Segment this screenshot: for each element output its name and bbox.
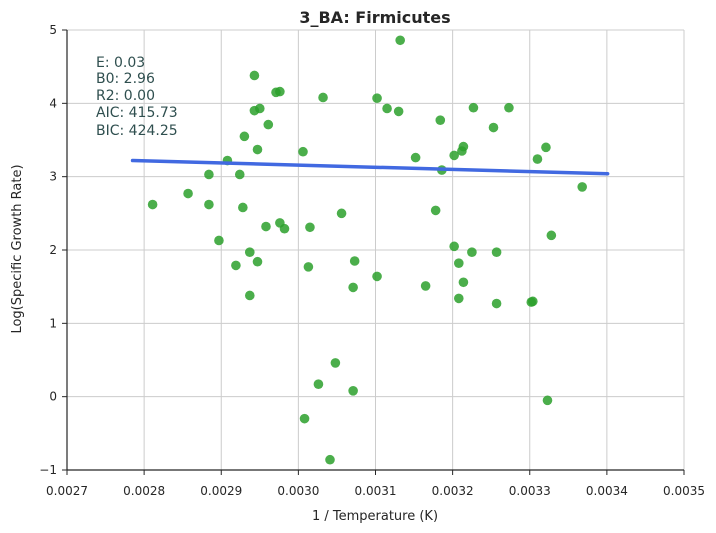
scatter-point (239, 131, 250, 142)
scatter-point (252, 144, 263, 155)
scatter-point (577, 182, 587, 192)
scatter-point (449, 241, 459, 252)
scatter-point (467, 247, 477, 257)
scatter-point (458, 277, 469, 288)
scatter-point (372, 93, 382, 103)
scatter-point (204, 169, 214, 180)
stat-r2: R2: 0.00 (96, 88, 155, 104)
y-axis-ticks: −1 0 1 2 3 4 5 (39, 23, 67, 477)
scatter-point (252, 256, 263, 267)
scatter-point (491, 247, 502, 257)
x-tick-label: 0.0035 (663, 484, 705, 498)
scatter-point (504, 102, 514, 113)
scatter-point (458, 141, 469, 152)
x-axis-title: 1 / Temperature (K) (312, 509, 438, 524)
x-tick-label: 0.0029 (200, 484, 242, 498)
y-tick-label: 3 (49, 170, 57, 184)
data-points (147, 35, 587, 465)
scatter-point (395, 35, 405, 46)
stats-annotation: E: 0.03 B0: 2.96 R2: 0.00 AIC: 415.73 BI… (96, 55, 178, 139)
scatter-point (234, 169, 245, 180)
scatter-point (449, 150, 459, 161)
x-tick-label: 0.0032 (432, 484, 474, 498)
stat-e: E: 0.03 (96, 55, 145, 71)
scatter-point (393, 106, 404, 117)
stat-bic: BIC: 424.25 (96, 123, 178, 139)
y-tick-label: 2 (49, 243, 57, 257)
y-axis-title: Log(Specific Growth Rate) (10, 164, 25, 333)
scatter-point (249, 70, 260, 81)
scatter-point (244, 290, 255, 301)
scatter-point (546, 230, 557, 241)
x-tick-label: 0.0027 (46, 484, 88, 498)
scatter-point (183, 188, 193, 199)
scatter-point (318, 92, 328, 103)
scatter-point (542, 395, 553, 406)
y-tick-label: 1 (49, 316, 57, 330)
scatter-point (275, 86, 285, 97)
scatter-point (532, 154, 543, 164)
y-tick-label: −1 (39, 463, 57, 477)
x-tick-label: 0.0028 (123, 484, 165, 498)
scatter-point (298, 146, 308, 157)
x-tick-label: 0.0030 (277, 484, 319, 498)
x-axis-ticks: 0.0027 0.0028 0.0029 0.0030 0.0031 0.0032 0.00… (46, 470, 705, 498)
stat-b0: B0: 2.96 (96, 71, 155, 87)
scatter-point (231, 260, 241, 271)
scatter-point (453, 258, 464, 269)
regression-fit-line (130, 158, 610, 176)
x-tick-label: 0.0031 (355, 484, 397, 498)
scatter-point (468, 102, 479, 113)
scatter-point (488, 122, 499, 133)
scatter-point (491, 298, 502, 309)
scatter-point (372, 271, 382, 282)
scatter-point (313, 379, 324, 390)
scatter-point (382, 103, 392, 114)
scatter-point (214, 235, 224, 246)
x-tick-label: 0.0033 (509, 484, 551, 498)
scatter-point (348, 282, 358, 293)
scatter-point (238, 202, 248, 213)
scatter-point (348, 386, 358, 396)
scatter-point (204, 199, 214, 210)
scatter-point (147, 199, 158, 210)
scatter-point (430, 205, 441, 216)
scatter-point (299, 413, 310, 424)
scatter-point (279, 223, 290, 234)
x-tick-label: 0.0034 (586, 484, 628, 498)
y-tick-label: 0 (49, 390, 57, 404)
scatter-point (303, 262, 314, 272)
y-tick-label: 5 (49, 23, 57, 37)
scatter-point (349, 256, 360, 266)
scatter-point (541, 142, 551, 153)
scatter-point (305, 222, 315, 233)
scatter-point (453, 293, 464, 304)
scatter-point (410, 152, 421, 163)
scatter-point (420, 281, 431, 291)
scatter-point (528, 296, 538, 307)
scatter-point (255, 103, 265, 114)
stat-aic: AIC: 415.73 (96, 105, 178, 121)
scatter-point (244, 247, 255, 257)
scatter-point (261, 221, 271, 232)
scatter-point (325, 454, 335, 465)
scatter-point (263, 119, 274, 130)
chart-title: 3_BA: Firmicutes (299, 8, 450, 27)
scatter-point (435, 115, 446, 125)
scatter-point (336, 208, 347, 219)
scatter-point (330, 358, 341, 368)
y-tick-label: 4 (49, 96, 57, 110)
